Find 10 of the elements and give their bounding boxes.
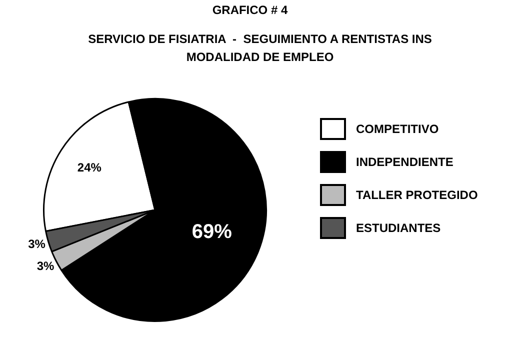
legend-label: INDEPENDIENTE [356, 154, 454, 168]
chart-subtitle: SERVICIO DE FISIATRIA - SEGUIMIENTO A RENTISTAS INS MODALIDAD DE EMPLEO [87, 31, 433, 66]
data-label: 69% [192, 221, 232, 244]
data-label: 24% [77, 160, 102, 174]
legend-label: ESTUDIANTES [356, 220, 441, 234]
data-label: 3% [36, 258, 55, 273]
chart-title: GRAFICO # 4 [211, 3, 289, 17]
data-label: 3% [28, 237, 46, 252]
legend-label: TALLER PROTEGIDO [356, 188, 478, 202]
legend-label: COMPETITIVO [356, 122, 439, 136]
